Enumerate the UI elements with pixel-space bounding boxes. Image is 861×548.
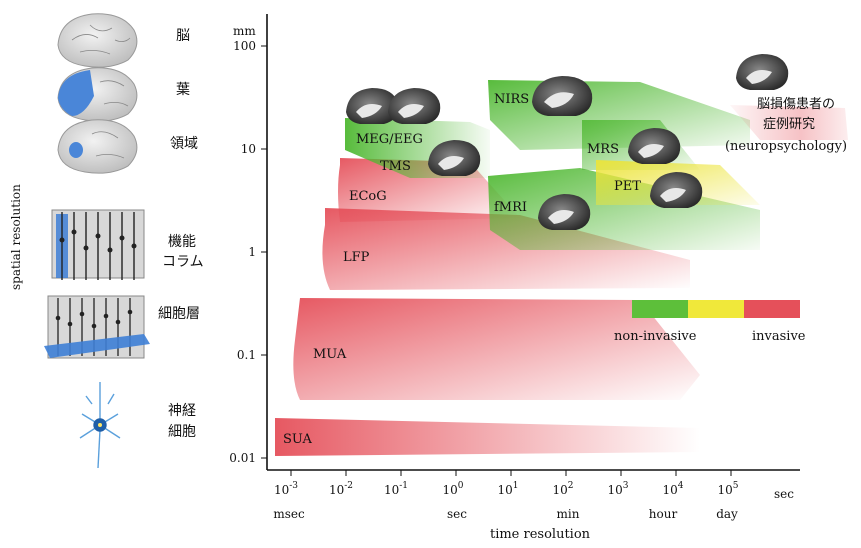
cell-layer-icon	[44, 295, 150, 359]
brain-area-icon	[57, 119, 138, 174]
label-nirs: NIRS	[494, 92, 529, 107]
brain-lobe-icon	[57, 67, 138, 122]
y-tick-label: 0.1	[237, 348, 256, 362]
y-tick-label: 1	[248, 245, 256, 259]
neuropsychology-region	[730, 105, 848, 140]
brain-section-icon	[650, 172, 703, 208]
scale-label-column-1: 機能	[168, 234, 196, 250]
label-sua: SUA	[283, 432, 312, 447]
legend-swatch-green	[632, 300, 688, 318]
scale-label-area: 領域	[170, 135, 198, 152]
label-pet: PET	[614, 179, 641, 194]
x-tick-label: 10-1	[384, 481, 408, 497]
legend: non-invasive invasive	[614, 300, 806, 344]
x-tick-label: 10-2	[329, 481, 353, 497]
label-tms: TMS	[380, 159, 411, 174]
x-axis-title: time resolution	[490, 527, 591, 542]
brain-section-icon	[736, 54, 789, 90]
brain-section-icon	[346, 88, 399, 124]
y-tick-label: 0.01	[229, 451, 256, 465]
label-ecog: ECoG	[349, 189, 387, 204]
x-unit-label: sec	[774, 487, 794, 501]
x-tick-label: 105	[717, 481, 738, 497]
x-tick-label: 10-3	[274, 481, 298, 497]
label-lesion-3: (neuropsychology)	[725, 139, 847, 154]
brain-icon	[57, 13, 138, 68]
label-lesion-1: 脳損傷患者の	[757, 97, 835, 112]
label-lfp: LFP	[343, 250, 370, 265]
label-mrs: MRS	[587, 142, 619, 157]
y-unit-label: mm	[233, 24, 256, 38]
scale-label-brain: 脳	[176, 28, 190, 44]
x-unit-label: hour	[649, 507, 678, 521]
brain-section-icon	[628, 128, 681, 164]
x-tick-label: 104	[662, 481, 683, 497]
x-unit-label: sec	[447, 507, 467, 521]
brain-section-icon	[538, 194, 591, 230]
x-unit-label: day	[716, 507, 738, 521]
legend-swatch-red	[744, 300, 800, 318]
brain-section-icon	[388, 88, 441, 124]
scale-label-column-2: コラム	[162, 254, 204, 270]
scale-label-neuron-1: 神経	[168, 403, 196, 419]
cortical-column-icon	[51, 209, 145, 280]
scale-label-neuron-2: 細胞	[168, 424, 196, 440]
x-unit-labels: msec sec min hour day sec	[273, 487, 794, 521]
x-ticks: 10-3 10-2 10-1 100 101 102 103 104 105	[274, 470, 739, 497]
label-meg-eeg: MEG/EEG	[356, 132, 423, 147]
mua-region	[293, 298, 700, 400]
y-tick-label: 100	[233, 39, 256, 53]
x-tick-label: 102	[552, 481, 573, 497]
legend-non-invasive: non-invasive	[614, 329, 697, 344]
label-fmri: fMRI	[494, 200, 527, 215]
brain-section-icon	[428, 140, 481, 176]
scale-label-layer: 細胞層	[158, 306, 200, 322]
label-mua: MUA	[313, 347, 347, 362]
x-tick-label: 103	[607, 481, 628, 497]
legend-invasive: invasive	[752, 329, 806, 344]
brain-section-icon	[532, 76, 593, 116]
x-tick-label: 100	[442, 481, 463, 497]
x-unit-label: msec	[273, 507, 305, 521]
neuron-icon	[79, 382, 121, 469]
legend-swatch-yellow	[688, 300, 744, 318]
x-unit-label: min	[557, 507, 580, 521]
y-ticks: 100 10 1 0.1 0.01	[229, 39, 267, 465]
scale-label-lobe: 葉	[176, 82, 190, 98]
y-axis-title: spatial resolution	[9, 184, 23, 290]
lfp-region	[322, 208, 690, 290]
label-lesion-2: 症例研究	[763, 117, 815, 132]
x-tick-label: 101	[497, 481, 518, 497]
y-tick-label: 10	[241, 142, 256, 156]
sua-region	[275, 418, 700, 456]
